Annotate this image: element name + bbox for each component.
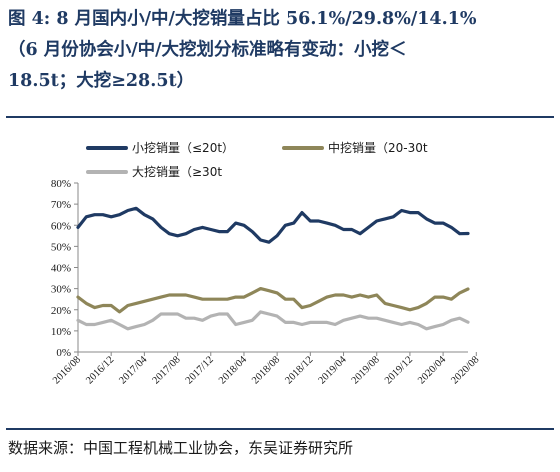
x-tick-label: 2017/04 (117, 354, 150, 387)
y-axis: 0% 10% 20% 30% 40% 50% 60% 70% 80% (51, 178, 79, 359)
y-tick-label: 80% (51, 178, 71, 190)
y-tick-label: 70% (51, 199, 71, 211)
plot-area (76, 206, 470, 331)
x-axis: 2016/08 2016/12 2017/04 2017/08 2017/12 2018/… (51, 351, 481, 387)
chart-title: 图 4: 8 月国内小/中/大挖销量占比 56.1%/29.8%/14.1% （… (8, 9, 477, 91)
x-tick-label: 2017/12 (184, 354, 216, 386)
y-tick-label: 50% (51, 241, 71, 253)
line-chart: 小挖销量（≤20t） 中挖销量（20-30t 大挖销量（≥30t 0% 10% 20% 3… (51, 140, 482, 387)
legend-label-1: 中挖销量（20-30t (328, 140, 428, 155)
y-tick-label: 20% (51, 305, 71, 317)
y-tick-label: 40% (51, 263, 71, 275)
source-note: 数据来源：中国工程机械工业协会，东吴证券研究所 (8, 439, 354, 457)
x-tick-label: 2019/04 (317, 354, 350, 387)
y-tick-label: 0% (56, 347, 71, 359)
legend-label-0: 小挖销量（≤20t） (132, 140, 234, 155)
chart-legend: 小挖销量（≤20t） 中挖销量（20-30t 大挖销量（≥30t (86, 140, 428, 179)
y-tick-label: 60% (51, 220, 71, 232)
x-tick-label: 2020/08 (449, 354, 481, 386)
legend-label-2: 大挖销量（≥30t (132, 164, 222, 179)
series-line-2 (76, 310, 470, 331)
top-divider (6, 116, 554, 118)
y-tick-label: 10% (51, 326, 71, 338)
x-tick-label: 2016/12 (84, 354, 116, 386)
bottom-divider (6, 428, 554, 430)
x-tick-label: 2016/08 (51, 354, 83, 386)
x-tick-label: 2020/04 (416, 354, 449, 387)
y-tick-label: 30% (51, 284, 71, 296)
series-line-0 (76, 206, 470, 244)
x-tick-label: 2017/08 (151, 354, 183, 386)
x-tick-label: 2018/12 (283, 354, 315, 386)
x-tick-label: 2018/08 (250, 354, 282, 386)
x-tick-label: 2018/04 (217, 354, 250, 387)
x-tick-label: 2019/12 (383, 354, 415, 386)
series-line-1 (76, 287, 470, 314)
x-tick-label: 2019/08 (350, 354, 382, 386)
